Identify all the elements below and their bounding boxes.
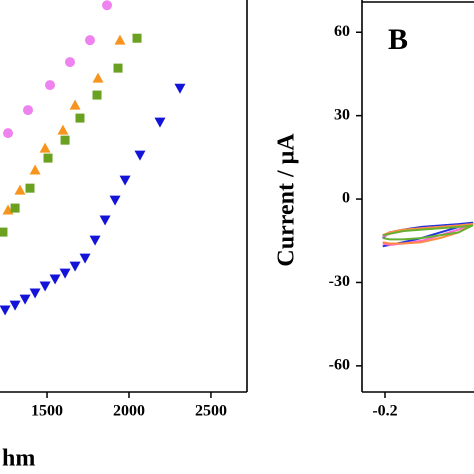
data-point <box>57 124 69 135</box>
data-point <box>0 227 8 237</box>
data-point <box>89 235 101 246</box>
data-point <box>69 261 81 272</box>
data-point <box>59 268 71 279</box>
data-point <box>39 142 51 153</box>
data-point <box>113 63 123 73</box>
data-point <box>132 33 142 43</box>
data-point <box>29 288 41 299</box>
data-point <box>75 113 85 123</box>
data-point <box>119 175 131 186</box>
data-point <box>79 253 91 264</box>
x-tick-label: -0.2 <box>372 403 397 420</box>
data-point <box>44 80 55 91</box>
data-point <box>174 83 186 94</box>
data-point <box>3 128 14 139</box>
data-point <box>0 305 11 316</box>
data-point <box>69 99 81 110</box>
x-tick-label: 1500 <box>31 403 63 420</box>
y-tick-label: 30 <box>334 106 350 123</box>
x-axis-label: hm <box>2 446 35 472</box>
cv-line <box>382 223 474 245</box>
cv-line <box>382 224 474 241</box>
y-axis-label: Current / μA <box>274 133 300 267</box>
data-point <box>23 105 34 116</box>
data-point <box>114 34 126 45</box>
y-tick-label: 0 <box>342 190 350 207</box>
data-point <box>102 0 113 11</box>
data-point <box>43 153 53 163</box>
data-point <box>92 72 104 83</box>
x-tick-label: 2500 <box>195 403 227 420</box>
data-point <box>49 274 61 285</box>
data-point <box>39 281 51 292</box>
data-point <box>14 184 26 195</box>
data-point <box>99 215 111 226</box>
data-point <box>60 135 70 145</box>
x-tick-label: 2000 <box>113 403 145 420</box>
data-point <box>134 150 146 161</box>
data-point <box>109 195 121 206</box>
y-tick-label: -60 <box>329 357 350 374</box>
data-point <box>92 90 102 100</box>
panel-label: B <box>388 23 408 56</box>
y-tick-label: -30 <box>329 273 350 290</box>
data-point <box>25 183 35 193</box>
data-point <box>84 35 95 46</box>
data-point <box>10 203 20 213</box>
data-point <box>154 117 166 128</box>
data-point <box>9 300 21 311</box>
y-tick-label: 60 <box>334 23 350 40</box>
data-point <box>29 164 41 175</box>
data-point <box>19 294 31 305</box>
data-point <box>64 57 75 68</box>
